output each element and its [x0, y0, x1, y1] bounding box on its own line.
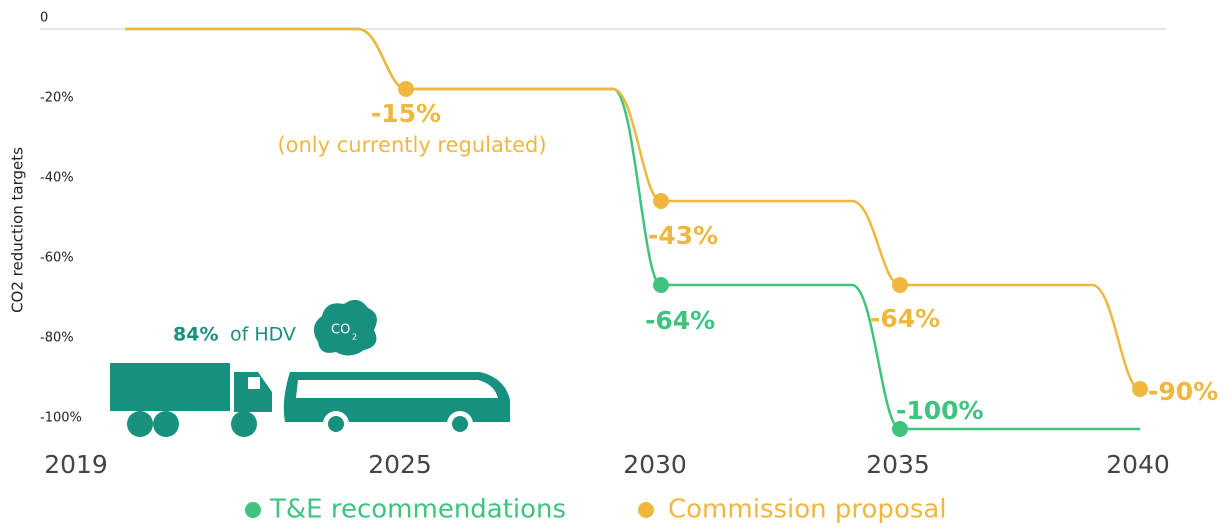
cloud-sub: 2 — [352, 333, 357, 342]
point — [653, 277, 669, 293]
data-label: -64% — [645, 306, 715, 335]
y-tick-label: -20% — [40, 91, 74, 106]
vehicle-icon — [110, 300, 510, 437]
x-tick-label: 2035 — [866, 450, 930, 479]
y-tick-label: 0 — [40, 11, 48, 26]
x-tick-label: 2040 — [1106, 450, 1170, 479]
legend-marker — [638, 502, 654, 518]
data-label: -100% — [896, 396, 984, 425]
data-label: -43% — [648, 221, 718, 250]
point — [1132, 381, 1148, 397]
legend-label: Commission proposal — [668, 495, 947, 525]
legend-label: T&E recommendations — [269, 495, 566, 525]
y-tick-label: -100% — [40, 411, 82, 426]
series-line — [125, 29, 1140, 429]
icon-text: of HDV — [230, 324, 296, 346]
data-label: -90% — [1148, 377, 1218, 406]
annotation: (only currently regulated) — [277, 133, 546, 157]
point — [892, 277, 908, 293]
chart: CO2 reduction targets (only currently re… — [0, 0, 1232, 529]
data-label: -15% — [371, 99, 441, 128]
legend-marker — [245, 502, 261, 518]
x-tick-label: 2025 — [368, 450, 432, 479]
point — [398, 81, 414, 97]
data-label: -64% — [870, 304, 940, 333]
y-tick-label: -40% — [40, 171, 74, 186]
x-tick-label: 2019 — [44, 450, 108, 479]
icon-share: 84% — [173, 324, 218, 346]
point — [653, 193, 669, 209]
y-tick-label: -60% — [40, 251, 74, 266]
y-tick-label: -80% — [40, 331, 74, 346]
y-axis-label: CO2 reduction targets — [9, 147, 27, 313]
cloud-text: CO — [331, 323, 350, 338]
x-tick-label: 2030 — [623, 450, 687, 479]
